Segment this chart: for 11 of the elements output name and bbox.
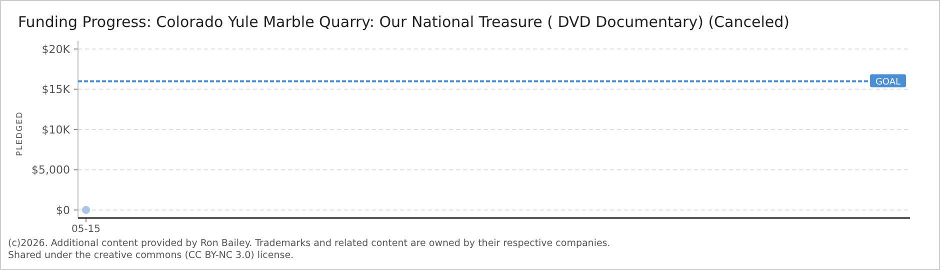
y-tick-label: $15K: [42, 83, 71, 96]
x-tick-label: 05-15: [71, 224, 101, 235]
text: (c)2026. Additional content provided by Ron Bailey. Trademarks and related content are owned by their respective companies.: [8, 238, 610, 249]
y-tick-label: $10K: [42, 123, 71, 136]
y-tick-label: $5,000: [32, 164, 70, 177]
chart-title: Funding Progress: Colorado Yule Marble Quarry: Our National Treasure ( DVD Documentary) (Canceled): [18, 13, 790, 31]
ref-line-label: GOAL: [875, 77, 901, 88]
text: Shared under the creative commons (CC BY-NC 3.0) license.: [8, 250, 294, 261]
y-tick-label: $0: [56, 204, 70, 217]
y-tick-label: $20K: [42, 42, 71, 56]
y-axis-title: PLEDGED: [15, 111, 24, 156]
